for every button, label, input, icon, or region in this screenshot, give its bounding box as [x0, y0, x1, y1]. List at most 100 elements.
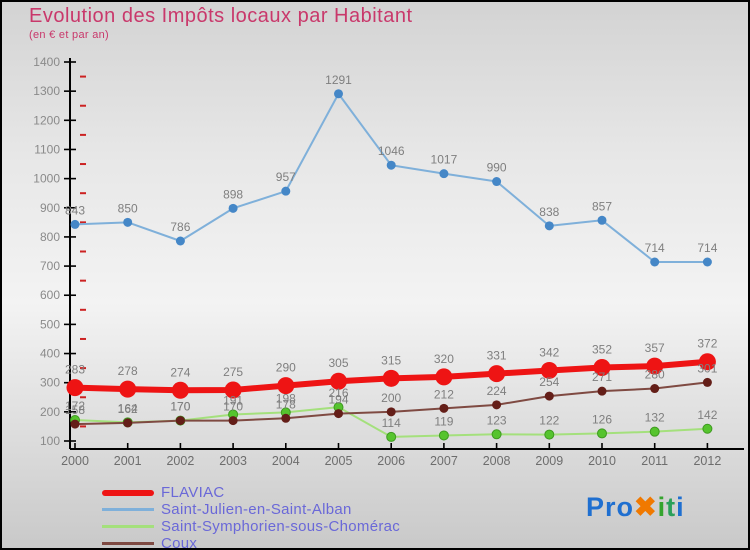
svg-text:200: 200 [40, 405, 60, 419]
svg-text:200: 200 [381, 391, 401, 405]
svg-text:714: 714 [645, 241, 665, 255]
svg-text:2009: 2009 [535, 454, 563, 468]
svg-text:198: 198 [276, 391, 296, 405]
svg-text:280: 280 [645, 368, 665, 382]
svg-text:119: 119 [434, 414, 453, 428]
svg-text:315: 315 [381, 353, 401, 367]
svg-text:2012: 2012 [693, 454, 721, 468]
svg-text:274: 274 [170, 365, 190, 379]
svg-text:400: 400 [40, 347, 60, 361]
svg-text:164: 164 [118, 401, 138, 415]
svg-text:320: 320 [434, 352, 454, 366]
svg-text:191: 191 [223, 393, 243, 407]
labels-coux: 158 162 170 170 178 194 200 212 224 254 271 280 301 [65, 361, 718, 417]
svg-text:162: 162 [118, 402, 138, 416]
proxiti-logo[interactable]: Pro✖iti [586, 492, 685, 523]
svg-text:170: 170 [170, 400, 190, 414]
svg-text:300: 300 [40, 376, 60, 390]
logo-part: i [657, 492, 667, 522]
svg-text:158: 158 [65, 403, 85, 417]
svg-text:1017: 1017 [431, 153, 458, 167]
legend-item-saint-symphorien: Saint-Symphorien-sous-Chomérac [102, 518, 400, 535]
chart-legend: FLAVIAC Saint-Julien-en-Saint-Alban Sain… [102, 484, 400, 550]
svg-text:2002: 2002 [166, 454, 194, 468]
svg-text:172: 172 [65, 399, 85, 413]
svg-text:357: 357 [645, 341, 665, 355]
svg-text:1300: 1300 [33, 84, 60, 98]
legend-swatch-coux [102, 542, 154, 545]
legend-swatch-saint-symphorien [102, 525, 154, 528]
svg-text:170: 170 [223, 400, 243, 414]
svg-text:786: 786 [170, 220, 190, 234]
svg-text:898: 898 [223, 187, 243, 201]
svg-text:1291: 1291 [325, 73, 352, 87]
svg-text:957: 957 [276, 170, 296, 184]
svg-text:843: 843 [65, 203, 85, 217]
svg-text:1046: 1046 [378, 144, 405, 158]
svg-text:800: 800 [40, 230, 60, 244]
svg-text:2007: 2007 [430, 454, 458, 468]
chart-title: Evolution des Impôts locaux par Habitant [29, 5, 413, 27]
svg-text:850: 850 [118, 201, 138, 215]
svg-text:1400: 1400 [33, 55, 60, 69]
svg-text:2001: 2001 [114, 454, 142, 468]
svg-text:100: 100 [40, 434, 60, 448]
svg-text:2000: 2000 [61, 454, 89, 468]
svg-text:275: 275 [223, 365, 243, 379]
svg-text:212: 212 [434, 387, 454, 401]
svg-text:278: 278 [118, 364, 138, 378]
logo-x-icon: ✖ [634, 492, 658, 522]
legend-swatch-flaviac [102, 489, 154, 496]
svg-text:2003: 2003 [219, 454, 247, 468]
svg-text:178: 178 [276, 397, 296, 411]
svg-text:1100: 1100 [34, 142, 60, 156]
svg-text:2011: 2011 [641, 454, 668, 468]
svg-text:372: 372 [697, 337, 717, 351]
svg-text:194: 194 [328, 393, 348, 407]
svg-text:700: 700 [40, 259, 60, 273]
svg-text:838: 838 [539, 205, 559, 219]
legend-label: Coux [161, 535, 198, 550]
svg-text:305: 305 [328, 356, 348, 370]
series-saint-julien-en-saint-alban [70, 89, 712, 267]
labels-saint-julien-en-saint-alban: 843 850 786 898 957 1291 1046 1017 990 838 857 714 7… [65, 73, 718, 255]
chart-subtitle: (en € et par an) [29, 29, 110, 41]
svg-text:126: 126 [592, 412, 612, 426]
legend-swatch-saint-julien [102, 508, 154, 511]
svg-text:2010: 2010 [588, 454, 616, 468]
svg-text:301: 301 [697, 361, 717, 375]
svg-text:271: 271 [592, 370, 612, 384]
svg-text:142: 142 [697, 408, 717, 422]
svg-text:114: 114 [382, 416, 401, 430]
svg-text:857: 857 [592, 199, 612, 213]
svg-text:331: 331 [487, 349, 507, 363]
svg-text:254: 254 [539, 375, 559, 389]
labels-flaviac: 283 278 274 275 290 305 315 320 331 342 352 357 372 [65, 337, 718, 380]
svg-text:132: 132 [645, 411, 665, 425]
legend-label: FLAVIAC [161, 484, 225, 501]
legend-item-saint-julien: Saint-Julien-en-Saint-Alban [102, 501, 400, 518]
legend-item-coux: Coux [102, 535, 400, 550]
legend-item-flaviac: FLAVIAC [102, 484, 400, 501]
svg-text:2004: 2004 [272, 454, 300, 468]
logo-part: Pro [586, 492, 635, 522]
svg-text:2008: 2008 [483, 454, 511, 468]
svg-text:170: 170 [170, 400, 190, 414]
svg-text:290: 290 [276, 361, 296, 375]
svg-text:2006: 2006 [377, 454, 405, 468]
series-coux [70, 377, 712, 429]
svg-text:216: 216 [328, 386, 348, 400]
svg-text:1000: 1000 [33, 172, 60, 186]
svg-text:342: 342 [539, 345, 559, 359]
svg-text:500: 500 [40, 317, 60, 331]
svg-text:283: 283 [65, 363, 85, 377]
svg-text:2005: 2005 [325, 454, 353, 468]
svg-text:714: 714 [697, 241, 717, 255]
svg-text:1200: 1200 [33, 113, 60, 127]
svg-text:224: 224 [487, 384, 507, 398]
svg-text:600: 600 [40, 288, 60, 302]
svg-text:352: 352 [592, 343, 612, 357]
svg-text:122: 122 [539, 414, 559, 428]
